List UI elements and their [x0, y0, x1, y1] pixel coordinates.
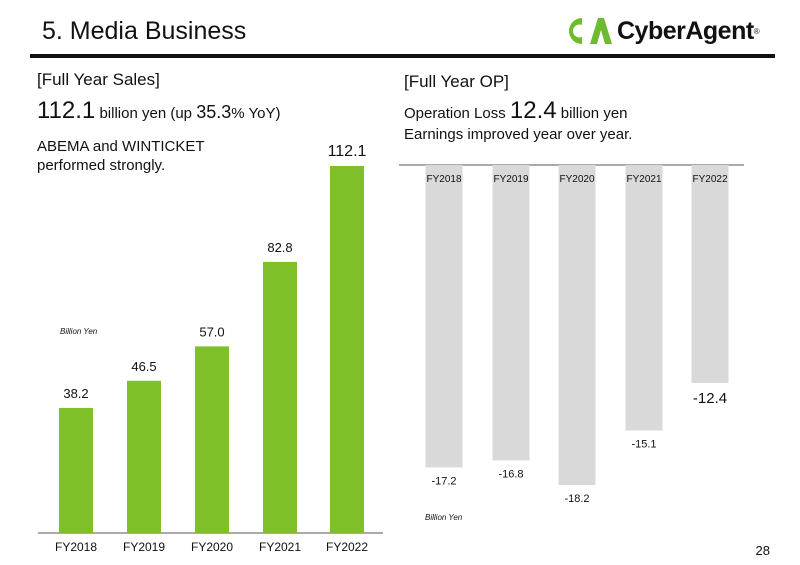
op-value-label-FY2018: -17.2 — [431, 475, 456, 487]
op-tick-label-FY2020: FY2020 — [559, 174, 594, 185]
sales-bar-FY2018 — [59, 407, 93, 533]
header-divider — [30, 54, 775, 58]
sales-unit-label: Billion Yen — [60, 327, 98, 336]
sales-bar-FY2020 — [195, 346, 229, 533]
op-value-label-FY2020: -18.2 — [564, 493, 589, 505]
op-section-title: [Full Year OP] — [404, 72, 509, 91]
op-headline-text: Operation Loss — [404, 105, 510, 122]
op-bar-FY2019 — [492, 165, 530, 461]
sales-tick-label-FY2020: FY2020 — [191, 540, 233, 554]
sales-tick-label-FY2021: FY2021 — [259, 540, 301, 554]
sales-tick-label-FY2022: FY2022 — [326, 540, 368, 554]
sales-headline-text: billion yen (up — [95, 105, 197, 122]
page-number: 28 — [755, 543, 770, 558]
op-tick-label-FY2022: FY2022 — [692, 174, 727, 185]
sales-headline-value: 112.1 — [37, 97, 96, 124]
op-bar-FY2022 — [691, 165, 729, 384]
op-bar-FY2020 — [558, 165, 596, 485]
op-tick-label-FY2021: FY2021 — [626, 174, 661, 185]
sales-value-label-FY2020: 57.0 — [199, 324, 224, 339]
logo-wordmark: CyberAgent — [617, 16, 754, 45]
op-headline-value: 12.4 — [509, 97, 557, 124]
sales-value-label-FY2021: 82.8 — [267, 240, 292, 255]
op-bar-FY2021 — [625, 165, 663, 431]
sales-bar-FY2022 — [330, 166, 364, 533]
sales-note-line1: ABEMA and WINTICKET — [37, 138, 205, 155]
sales-tick-label-FY2019: FY2019 — [123, 540, 165, 554]
op-headline: Operation Loss 12.4 billion yen — [404, 97, 628, 125]
sales-value-label-FY2018: 38.2 — [63, 386, 88, 401]
sales-note-line2: performed strongly. — [37, 157, 166, 174]
op-tick-label-FY2018: FY2018 — [426, 174, 461, 185]
sales-headline: 112.1 billion yen (up 35.3% YoY) — [37, 97, 280, 125]
sales-headline-text2: % YoY) — [231, 105, 281, 122]
logo-registered-mark: ® — [753, 26, 760, 36]
sales-value-label-FY2022: 112.1 — [328, 143, 367, 160]
sales-bar-FY2021 — [263, 261, 297, 533]
sales-section-title: [Full Year Sales] — [37, 70, 160, 89]
op-note: Earnings improved year over year. — [404, 126, 633, 143]
sales-bar-FY2019 — [127, 380, 161, 533]
op-bar-FY2018 — [425, 165, 463, 468]
op-value-label-FY2019: -16.8 — [498, 468, 523, 480]
op-headline-text2: billion yen — [556, 105, 628, 122]
sales-headline-pct: 35.3 — [196, 102, 232, 122]
sales-value-label-FY2019: 46.5 — [131, 359, 156, 374]
sales-tick-label-FY2018: FY2018 — [55, 540, 97, 554]
cyberagent-logo: CyberAgent ® — [566, 14, 760, 48]
page-title: 5. Media Business — [42, 17, 247, 45]
op-value-label-FY2022: -12.4 — [693, 390, 727, 407]
op-value-label-FY2021: -15.1 — [631, 438, 656, 450]
logo-mark-icon — [566, 15, 614, 47]
op-unit-label: Billion Yen — [425, 513, 463, 522]
op-tick-label-FY2019: FY2019 — [493, 174, 528, 185]
